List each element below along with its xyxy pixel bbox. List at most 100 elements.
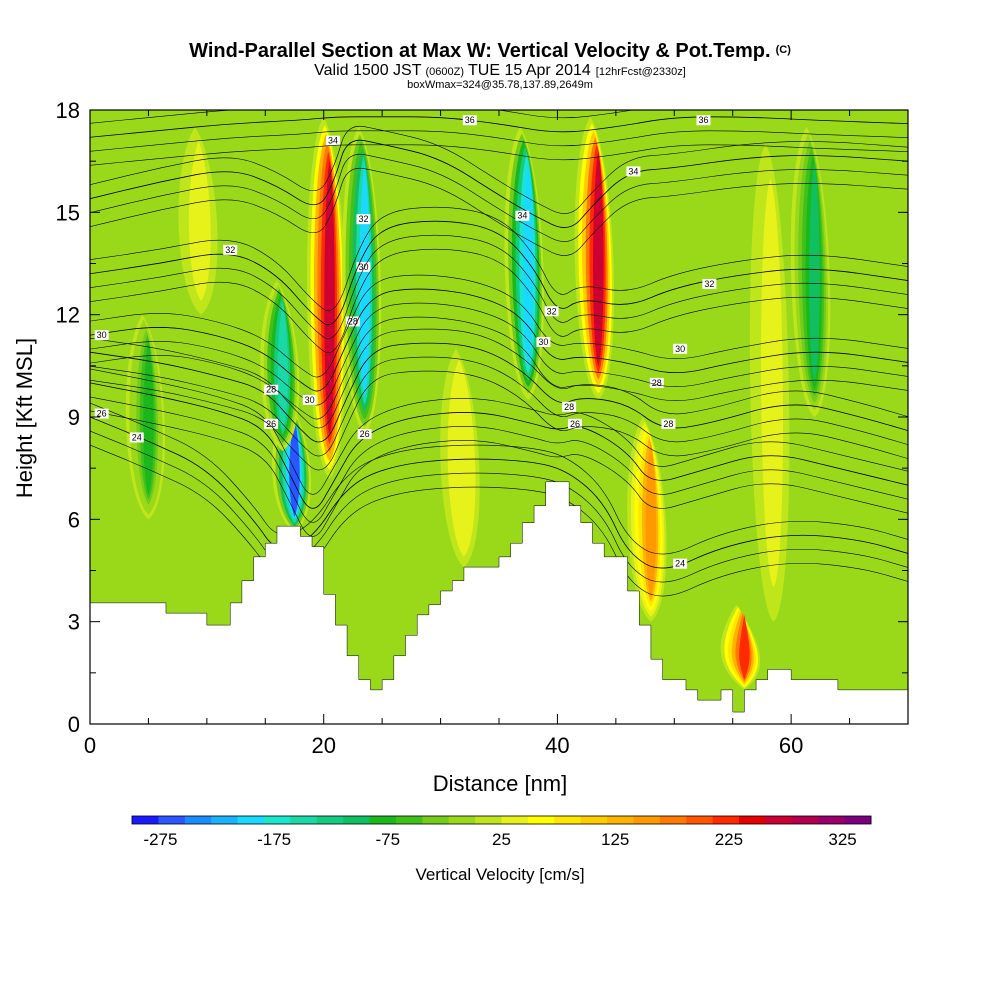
velocity-cell	[627, 417, 667, 622]
isentrope-label: 26	[97, 409, 107, 419]
isentrope-label: 30	[538, 337, 548, 347]
isentrope-label: 24	[675, 559, 685, 569]
colorbar-swatch	[607, 816, 634, 824]
valid-time-line: Valid 1500 JST (0600Z) TUE 15 Apr 2014 [12h…	[314, 62, 686, 79]
colorbar-swatch	[818, 816, 846, 824]
isentrope-label-bg	[544, 306, 559, 317]
isentrope-24: 24 24	[90, 402, 908, 597]
colorbar-tick-label: 325	[828, 830, 856, 849]
colorbar-swatch	[686, 816, 714, 824]
y-tick-label: 3	[68, 610, 80, 635]
velocity-cell	[790, 127, 831, 418]
isentrope-label-bg	[94, 408, 109, 419]
isentrope-line-minor	[90, 402, 908, 555]
isentrope-line-minor	[90, 130, 908, 152]
velocity-field	[125, 116, 831, 690]
colorbar-swatch	[791, 816, 819, 824]
isentrope-line-minor	[90, 430, 908, 583]
colorbar-swatch	[343, 816, 371, 824]
velocity-band	[645, 441, 657, 598]
colorbar-swatch	[158, 816, 186, 824]
colorbar-tick-label: 25	[492, 830, 511, 849]
velocity-cell	[307, 116, 347, 479]
isentrope-label-bg	[515, 210, 530, 221]
isentrope-label: 28	[266, 385, 276, 395]
isentrope-label: 34	[328, 136, 338, 146]
isentrope-label-bg	[673, 558, 688, 569]
isentrope-line-minor	[90, 368, 908, 495]
colorbar-swatch	[369, 816, 397, 824]
x-tick-label: 0	[84, 733, 96, 758]
isentrope-label: 30	[358, 262, 368, 272]
isentrope-label-bg	[356, 261, 371, 272]
isentrope-label-bg	[702, 278, 717, 289]
isentrope-line	[90, 342, 908, 443]
colorbar-tick-label: -275	[143, 830, 177, 849]
isentrope-30: 30 30 30 30 30	[90, 261, 908, 420]
isentrope-line-minor	[90, 396, 908, 523]
colorbar-tick-label: -75	[376, 830, 401, 849]
colorbar-swatch	[184, 816, 212, 824]
colorbar-tick-label: 225	[715, 830, 743, 849]
isentrope-line-minor	[90, 328, 908, 429]
colorbar-frame	[131, 815, 872, 825]
velocity-cell	[720, 604, 761, 690]
isentrope-line-minor	[90, 274, 908, 378]
isentrope-label-bg	[345, 316, 360, 327]
colorbar-swatch	[290, 816, 318, 824]
isentrope-label-bg	[223, 244, 238, 255]
colorbar-tick-label: 125	[601, 830, 629, 849]
velocity-cell	[125, 314, 165, 520]
colorbar-swatch	[395, 816, 423, 824]
isentrope-label: 28	[663, 419, 673, 429]
isentrope-label: 32	[704, 279, 714, 289]
isentrope-line-minor	[90, 248, 908, 353]
isentrope-line-minor	[90, 302, 908, 406]
plot-area: 2424262626262828282828303030303032323232…	[90, 110, 908, 724]
isentrope-label: 34	[517, 211, 527, 221]
isentrope-line-minor	[90, 125, 908, 214]
y-tick-label: 18	[56, 98, 80, 123]
velocity-cell	[440, 348, 480, 568]
colorbar-swatch	[263, 816, 291, 824]
y-tick-label: 12	[56, 303, 80, 328]
colorbar-label: Vertical Velocity [cm/s]	[415, 865, 584, 884]
isentrope-label: 24	[132, 432, 142, 442]
colorbar-swatch	[844, 816, 872, 824]
isentrope-line-minor	[90, 356, 908, 457]
colorbar-swatch	[237, 816, 265, 824]
isentrope-label-bg	[94, 330, 109, 341]
velocity-band	[768, 201, 779, 565]
y-tick-label: 15	[56, 200, 80, 225]
isentrope-28: 28 28 28 28 28	[90, 316, 908, 471]
isentrope-label: 36	[698, 115, 708, 125]
colorbar-swatch	[580, 816, 608, 824]
isentrope-line	[90, 416, 908, 569]
isentrope-line-minor	[90, 444, 908, 597]
isentrope-label: 32	[358, 214, 368, 224]
isentrope-label: 34	[628, 166, 638, 176]
colorbar-swatch	[527, 816, 555, 824]
y-tick-label: 6	[68, 507, 80, 532]
colorbar-swatch	[211, 816, 239, 824]
chart-title-suffix: (C)	[776, 44, 792, 56]
colorbar-swatch	[475, 816, 502, 824]
isentrope-label-bg	[673, 343, 688, 354]
isentrope-label-bg	[696, 115, 711, 126]
velocity-band	[458, 374, 470, 541]
isentrope-label: 32	[225, 245, 235, 255]
isentrope-line	[90, 220, 908, 326]
colorbar-swatch	[712, 816, 740, 824]
velocity-band	[143, 339, 154, 495]
isentrope-36: 36 36	[90, 110, 908, 166]
isentrope-label-bg	[626, 166, 641, 177]
isentrope-label-bg	[661, 418, 676, 429]
isentrope-label-bg	[264, 418, 279, 429]
isentropes: 2424262626262828282828303030303032323232…	[90, 110, 908, 597]
isentrope-label: 30	[675, 344, 685, 354]
isentrope-line-minor	[90, 370, 908, 471]
velocity-band	[195, 149, 207, 293]
y-tick-label: 9	[68, 405, 80, 430]
